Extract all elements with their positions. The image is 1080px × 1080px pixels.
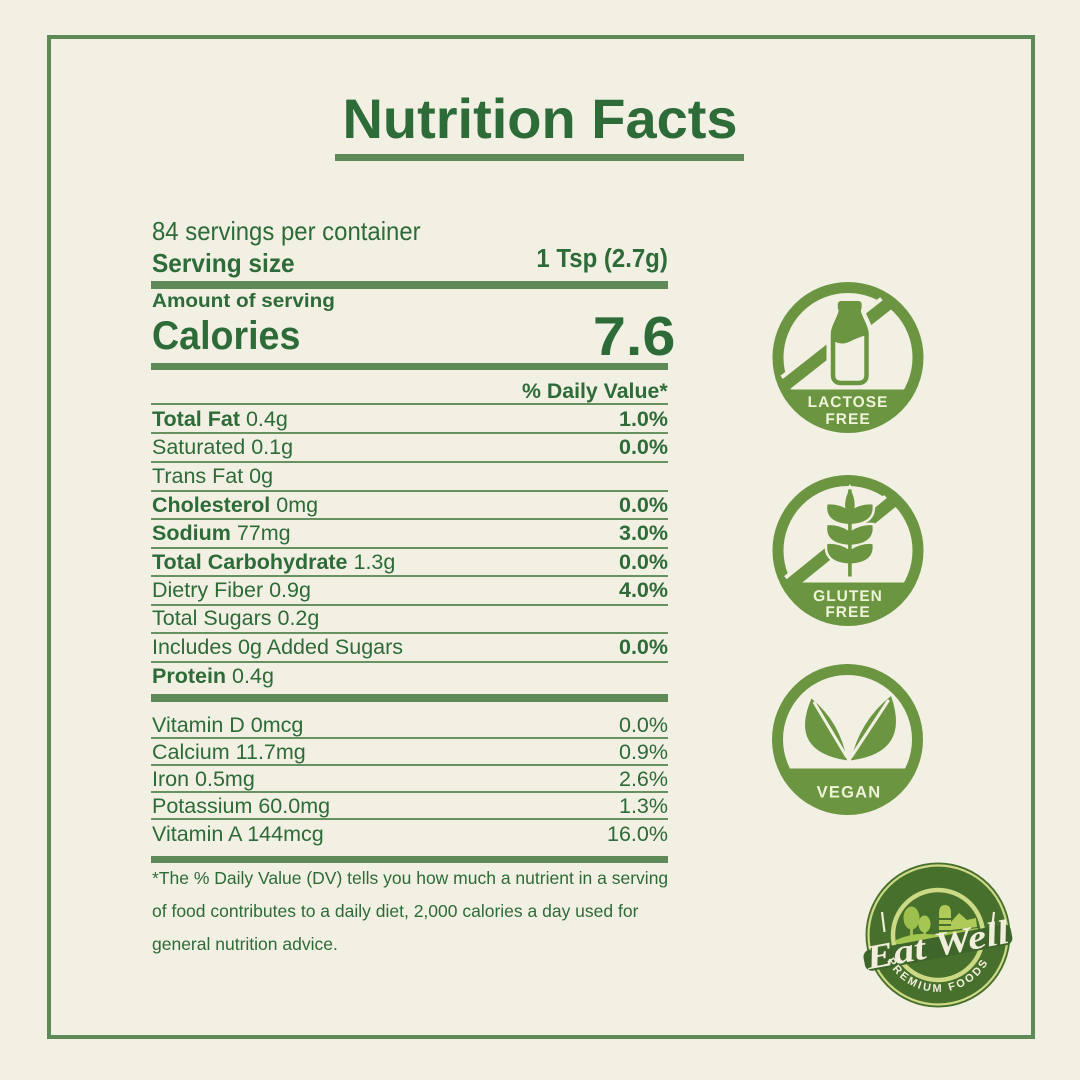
svg-text:LACTOSE: LACTOSE [808,394,889,411]
svg-text:FREE: FREE [825,604,870,621]
svg-text:VEGAN: VEGAN [817,784,882,802]
svg-text:GLUTEN: GLUTEN [813,588,883,605]
svg-text:FREE: FREE [825,411,870,428]
